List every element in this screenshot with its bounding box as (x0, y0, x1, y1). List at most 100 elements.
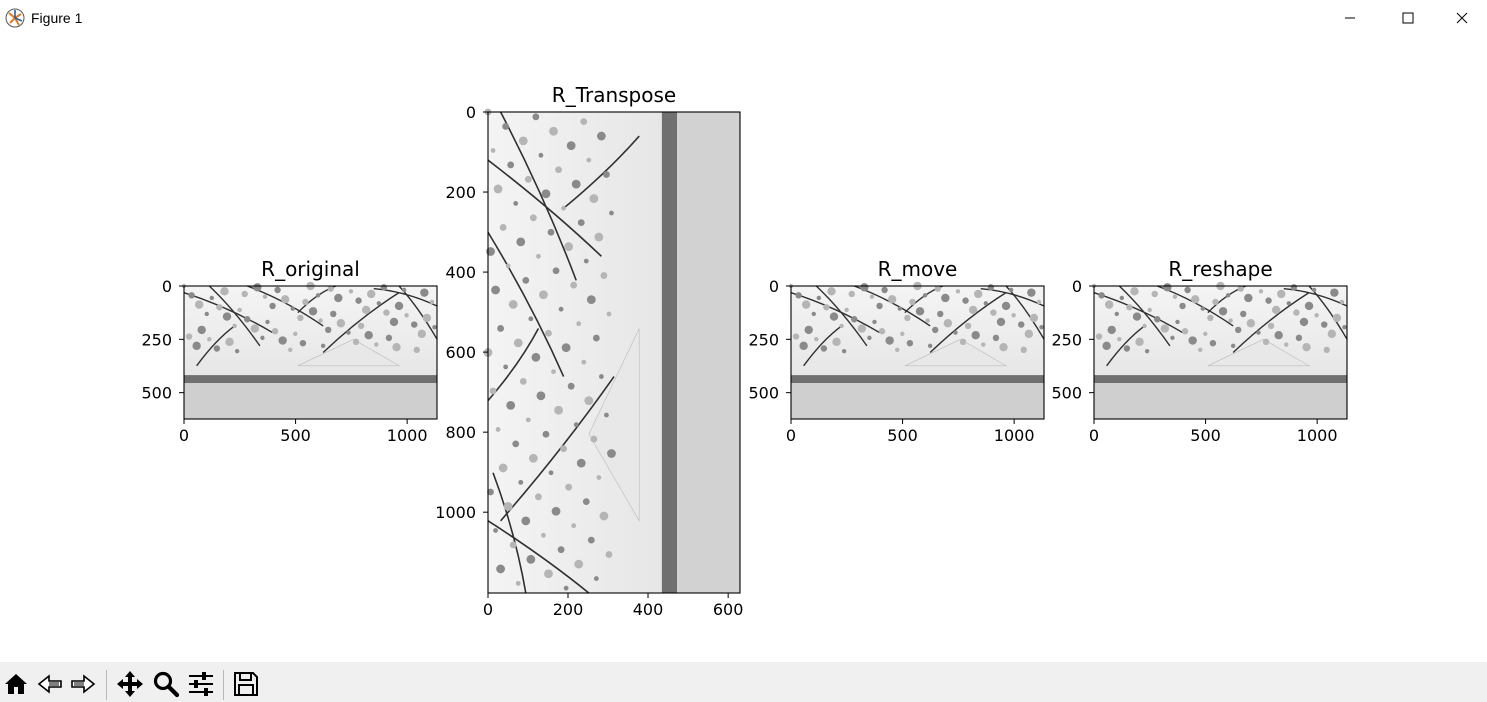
image-blossom (937, 310, 944, 318)
image-blossom (549, 126, 558, 136)
image-blossom (599, 374, 604, 379)
image-blossom (346, 330, 351, 335)
image-blossom (900, 331, 905, 337)
image-mountain (904, 338, 1008, 367)
close-button[interactable] (1437, 0, 1487, 36)
image-blossom (222, 312, 232, 321)
image-blossom (330, 310, 337, 318)
y-tick-label: 250 (141, 330, 172, 349)
image-blossom (560, 445, 567, 453)
zoom-button[interactable] (151, 670, 181, 698)
minimize-button[interactable] (1321, 0, 1379, 36)
image-branch (208, 285, 261, 347)
home-icon (5, 674, 27, 694)
image-blossom (1235, 326, 1242, 334)
image-blossom (250, 324, 260, 333)
subplot-r-move[interactable]: R_move 0 500 1000 0 250 500 (748, 257, 1045, 445)
forward-button[interactable] (68, 670, 98, 698)
image-blossom (299, 339, 307, 347)
image-blossom (596, 475, 602, 480)
subplot-title: R_reshape (1168, 257, 1272, 281)
image-blossom (872, 319, 877, 325)
image-blossom (1203, 331, 1208, 337)
image-blossom (573, 422, 579, 428)
image-blossom (1277, 289, 1286, 299)
image-blossom (992, 334, 1000, 342)
image-blossom (1027, 288, 1036, 297)
image-blossom (1179, 302, 1186, 310)
image-blossom (1323, 346, 1330, 354)
y-tick-label: 600 (445, 343, 476, 362)
image-blossom (207, 337, 212, 342)
image-blossom (532, 113, 540, 121)
image-blossom (795, 292, 802, 299)
image-blossom (906, 339, 914, 347)
image-blossom (503, 364, 509, 370)
image-water (677, 112, 740, 593)
image-blossom (583, 258, 589, 264)
image-blossom (513, 200, 519, 206)
image-blossom (422, 313, 432, 323)
image-blossom (564, 242, 574, 252)
image-blossom (536, 391, 546, 401)
image-blossom (524, 175, 532, 183)
image-blossom (580, 118, 588, 126)
figure-canvas[interactable]: R_original 0 500 1000 0 250 500 R_Transpose 0 200… (0, 36, 1487, 662)
image-blossom (308, 307, 318, 316)
image-blossom (1039, 325, 1044, 330)
subplot-r-original[interactable]: R_original 0 500 1000 0 250 500 (141, 257, 438, 445)
back-button[interactable] (35, 670, 65, 698)
image-blossom (404, 313, 409, 318)
image-blossom (552, 267, 560, 275)
subplot-r-reshape[interactable]: R_reshape 0 500 1000 0 250 500 (1051, 257, 1348, 445)
image-blossom (1114, 311, 1119, 317)
minimize-icon (1345, 17, 1355, 19)
image-blossom (500, 465, 506, 471)
image-blossom (225, 337, 234, 347)
image-branch (929, 292, 1007, 354)
maximize-button[interactable] (1379, 0, 1437, 36)
image-blossom (204, 311, 209, 317)
image-branch (803, 325, 843, 367)
image-branch (815, 285, 868, 347)
image-blossom (551, 506, 561, 516)
image-branch (1232, 292, 1310, 354)
image-blossom (241, 290, 248, 298)
y-tick-label: 250 (1051, 330, 1082, 349)
image-blossom (262, 294, 268, 299)
image-blossom (869, 294, 875, 299)
image-mountain (1207, 338, 1311, 367)
image-blossom (1218, 307, 1228, 316)
save-button[interactable] (231, 670, 261, 698)
image-blossom (538, 152, 544, 158)
image-blossom (519, 377, 527, 385)
pan-button[interactable] (115, 670, 145, 698)
image-blossom (502, 123, 510, 130)
image-blossom (216, 304, 223, 311)
image-blossom (1295, 334, 1303, 342)
home-button[interactable] (1, 670, 31, 698)
configure-subplots-button[interactable] (186, 670, 216, 698)
image-blossom (547, 228, 555, 236)
image-branch (487, 231, 565, 377)
image-blossom (271, 328, 279, 335)
image-blossom (429, 299, 435, 305)
y-tick-label: 500 (1051, 384, 1082, 403)
x-tick-label: 0 (483, 600, 493, 619)
image-blossom (1107, 325, 1116, 335)
image-blossom (1240, 310, 1247, 318)
image-blossom (512, 440, 520, 448)
image-blossom (385, 334, 393, 342)
image-blossom (220, 287, 229, 296)
image-water (1094, 383, 1347, 419)
image-blossom (548, 470, 554, 476)
image-blossom (592, 334, 600, 342)
image-blossom (380, 284, 388, 291)
image-blossom (885, 336, 894, 345)
image-blossom (1228, 318, 1233, 323)
image-blossom (820, 345, 828, 352)
image-blossom (953, 330, 958, 335)
subplot-r-transpose[interactable]: R_Transpose 0 200 400 600 0 200 400 600 800 1000 (435, 83, 743, 619)
image-blossom (541, 532, 546, 538)
image-blossom (192, 341, 201, 351)
